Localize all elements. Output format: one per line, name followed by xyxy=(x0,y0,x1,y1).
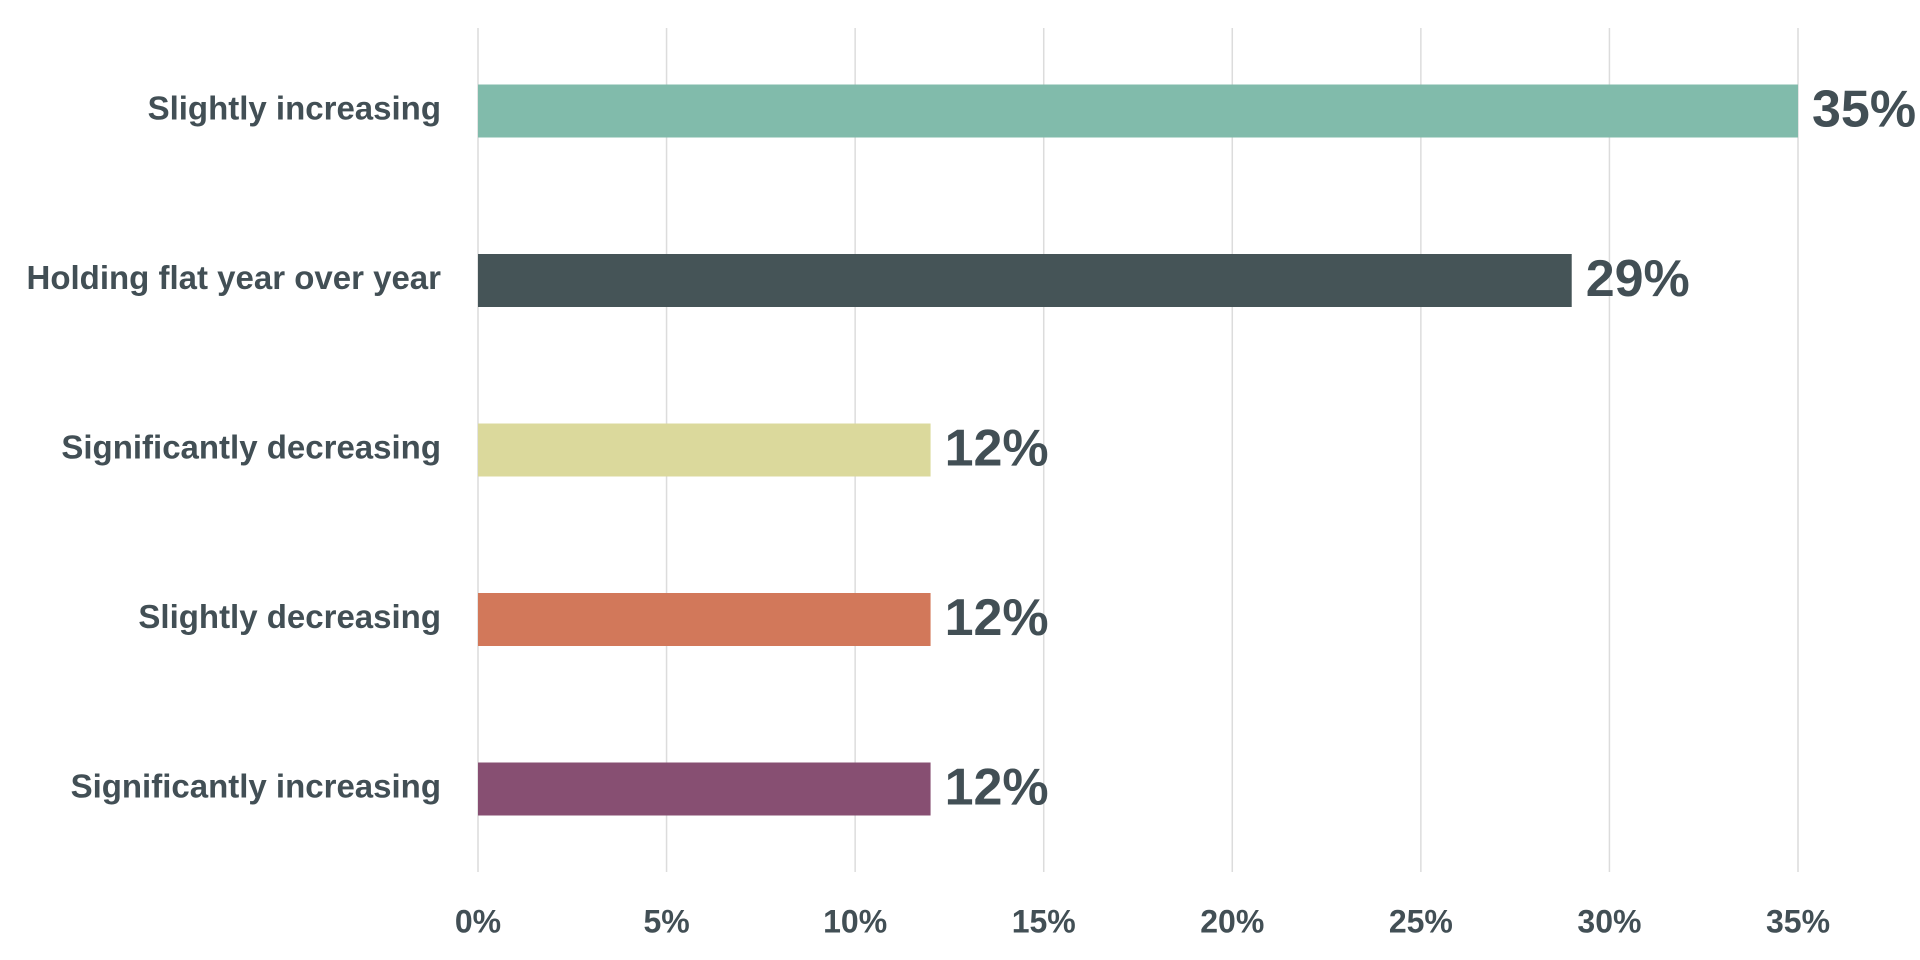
x-tick-label: 20% xyxy=(1200,903,1264,939)
category-label: Significantly increasing xyxy=(71,768,441,805)
x-tick-label: 5% xyxy=(643,903,689,939)
x-tick-label: 10% xyxy=(823,903,887,939)
data-label: 12% xyxy=(945,589,1049,647)
data-label: 12% xyxy=(945,420,1049,478)
data-label: 35% xyxy=(1812,81,1916,139)
bar xyxy=(478,254,1572,307)
x-tick-label: 25% xyxy=(1389,903,1453,939)
bars xyxy=(478,84,1798,816)
x-axis-ticks: 0% 5% 10% 15% 20% 25% 30% 35% xyxy=(455,903,1830,939)
category-label: Slightly decreasing xyxy=(138,598,441,635)
category-label: Slightly increasing xyxy=(148,90,441,127)
category-labels: Slightly increasing Holding flat year ove… xyxy=(27,90,442,805)
data-label: 12% xyxy=(945,759,1049,817)
bar xyxy=(478,84,1798,138)
category-label: Holding flat year over year xyxy=(27,259,442,296)
category-label: Significantly decreasing xyxy=(61,429,441,466)
data-label: 29% xyxy=(1586,250,1690,308)
bar xyxy=(478,423,931,477)
x-tick-label: 30% xyxy=(1577,903,1641,939)
value-labels: 35% 29% 12% 12% 12% xyxy=(945,81,1917,817)
x-tick-label: 0% xyxy=(455,903,501,939)
x-tick-label: 35% xyxy=(1766,903,1830,939)
x-tick-label: 15% xyxy=(1012,903,1076,939)
bar xyxy=(478,762,931,816)
bar xyxy=(478,593,931,646)
